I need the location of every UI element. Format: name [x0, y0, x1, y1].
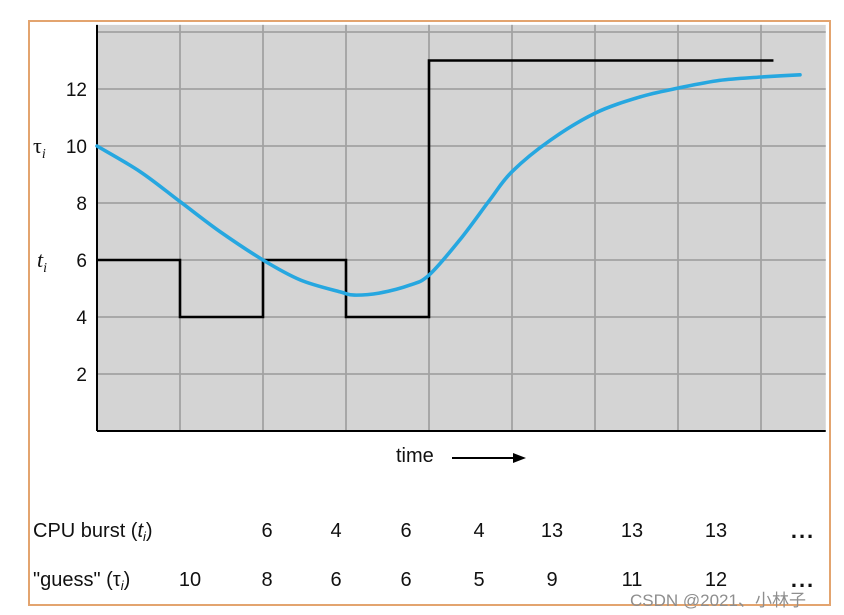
table-cell: 4 [330, 520, 342, 542]
y-tick-label: 6 [76, 251, 87, 272]
row-label-subscript: i [143, 529, 146, 544]
table-cell: 9 [546, 569, 558, 591]
row-label-suffix: ) [145, 520, 153, 542]
figure-frame [28, 20, 831, 606]
annotation-subscript: i [43, 261, 47, 276]
table-cell: 10 [178, 569, 202, 591]
y-tick-label: 4 [76, 308, 87, 329]
row-label-suffix: ) [123, 569, 131, 591]
row-label-subscript: i [120, 578, 124, 593]
row-label-symbol: t [137, 520, 144, 542]
plot-area [97, 24, 826, 431]
y-tick-label: 10 [66, 137, 87, 158]
guess-row-label: "guess" (τi) [33, 568, 130, 592]
y-tick-label: 2 [76, 365, 87, 386]
table-cell: 13 [704, 520, 728, 542]
continuation-ellipsis: ... [790, 567, 816, 592]
watermark: CSDN @2021、小林子 [630, 591, 806, 610]
row-label-symbol: τ [112, 569, 121, 591]
y-tick-label: 12 [66, 80, 87, 101]
table-cell: 8 [261, 569, 273, 591]
table-cell: 6 [400, 569, 412, 591]
table-cell: 12 [704, 569, 728, 591]
y-tick-label: 8 [76, 194, 87, 215]
time-arrow [452, 453, 526, 463]
cpu-burst-row: CPU burst (ti) 6 4 6 4 13 13 13... [0, 518, 844, 544]
axis-layer [96, 24, 826, 432]
table-cell: 6 [261, 520, 273, 542]
cpu-burst-step-line [97, 59, 774, 319]
table-cell: 6 [330, 569, 342, 591]
row-label-prefix: "guess" ( [33, 569, 113, 591]
table-cell: 4 [473, 520, 485, 542]
plot-background-layer [97, 24, 826, 431]
table-cell: 11 [621, 569, 643, 591]
row-label-prefix: CPU burst ( [33, 520, 138, 542]
table-cell: 13 [620, 520, 644, 542]
annotation-symbol: τ [33, 133, 42, 158]
guess-row: "guess" (τi) 10 8 6 6 5 9 11 12... [0, 567, 844, 593]
table-cell: 5 [473, 569, 485, 591]
cpu-burst-row-label: CPU burst (ti) [33, 519, 153, 543]
guess-curve [95, 73, 802, 297]
x-axis-label: time [396, 445, 434, 467]
table-cell: 13 [540, 520, 564, 542]
annotation-subscript: i [42, 147, 46, 162]
table-cell: 6 [400, 520, 412, 542]
tau-i-axis-annotation: τi [33, 133, 46, 162]
continuation-ellipsis: ... [790, 518, 816, 543]
series-layer [95, 59, 802, 319]
t-i-axis-annotation: ti [37, 247, 47, 276]
annotation-symbol: t [37, 247, 44, 272]
